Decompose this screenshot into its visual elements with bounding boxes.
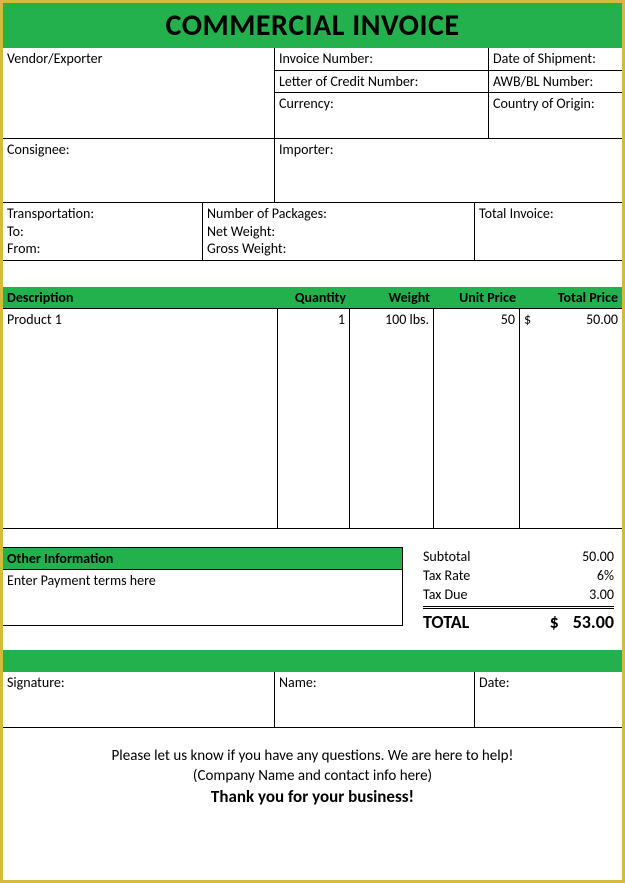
item-description: Product 1 — [3, 309, 278, 529]
invoice-number-cell: Invoice Number: — [275, 48, 489, 71]
shipping-row: Transportation: To: From: Number of Pack… — [3, 203, 622, 261]
consignee-importer-row: Consignee: Importer: — [3, 139, 622, 203]
col-quantity: Quantity — [278, 287, 350, 308]
item-unit-price: 50 — [434, 309, 520, 529]
name-cell: Name: — [275, 672, 475, 728]
footer-line1: Please let us know if you have any quest… — [3, 746, 622, 766]
other-information-box: Other Information Enter Payment terms he… — [3, 547, 403, 634]
date-of-shipment-cell: Date of Shipment: — [489, 48, 622, 71]
header-grid: Vendor/Exporter Invoice Number: Date of … — [3, 48, 622, 139]
signature-cell: Signature: — [3, 672, 275, 728]
items-body: Product 1 1 100 lbs. 50 $ 50.00 — [3, 309, 622, 529]
tax-rate-row: Tax Rate 6% — [423, 566, 614, 585]
letter-of-credit-cell: Letter of Credit Number: — [275, 71, 489, 94]
tax-rate-label: Tax Rate — [423, 567, 470, 584]
vendor-cell: Vendor/Exporter — [3, 48, 275, 139]
other-information-title: Other Information — [3, 547, 403, 570]
total-row: TOTAL $ 53.00 — [423, 606, 614, 634]
tax-due-label: Tax Due — [423, 586, 467, 603]
total-label: TOTAL — [423, 611, 469, 633]
invoice-page: COMMERCIAL INVOICE Vendor/Exporter Invoi… — [0, 0, 625, 883]
currency-cell: Currency: — [275, 93, 489, 139]
total-currency: $ — [550, 611, 559, 633]
subtotal-value: 50.00 — [582, 548, 614, 565]
net-weight-label: Net Weight: — [207, 223, 275, 240]
tax-rate-value: 6% — [597, 567, 614, 584]
col-weight: Weight — [350, 287, 434, 308]
page-title: COMMERCIAL INVOICE — [3, 3, 622, 48]
footer: Please let us know if you have any quest… — [3, 746, 622, 809]
item-total-price: $ 50.00 — [520, 309, 622, 529]
total-value: 53.00 — [573, 611, 614, 633]
tax-due-value: 3.00 — [589, 586, 614, 603]
items-header: Description Quantity Weight Unit Price T… — [3, 287, 622, 309]
total-invoice-cell: Total Invoice: — [475, 203, 622, 261]
subtotal-label: Subtotal — [423, 548, 470, 565]
date-cell: Date: — [475, 672, 622, 728]
col-total-price: Total Price — [520, 287, 622, 308]
separator-bar — [3, 650, 622, 672]
tax-due-row: Tax Due 3.00 — [423, 585, 614, 604]
other-information-body: Enter Payment terms here — [3, 570, 403, 626]
transportation-to-label: To: — [7, 223, 24, 240]
subtotal-row: Subtotal 50.00 — [423, 547, 614, 566]
consignee-cell: Consignee: — [3, 139, 275, 203]
totals-box: Subtotal 50.00 Tax Rate 6% Tax Due 3.00 … — [403, 547, 622, 634]
packages-label: Number of Packages: — [207, 205, 327, 222]
col-description: Description — [3, 287, 278, 308]
footer-thanks: Thank you for your business! — [3, 786, 622, 809]
transportation-from-label: From: — [7, 240, 40, 257]
transportation-label: Transportation: — [7, 205, 94, 222]
item-total-value: 50.00 — [586, 311, 618, 526]
item-total-currency: $ — [524, 311, 531, 526]
item-weight: 100 lbs. — [350, 309, 434, 529]
footer-line2: (Company Name and contact info here) — [3, 766, 622, 786]
transportation-cell: Transportation: To: From: — [3, 203, 203, 261]
gross-weight-label: Gross Weight: — [207, 240, 286, 257]
spacer — [3, 261, 622, 287]
lower-section: Other Information Enter Payment terms he… — [3, 547, 622, 634]
signature-row: Signature: Name: Date: — [3, 672, 622, 728]
item-quantity: 1 — [278, 309, 350, 529]
importer-cell: Importer: — [275, 139, 622, 203]
country-of-origin-cell: Country of Origin: — [489, 93, 622, 139]
col-unit-price: Unit Price — [434, 287, 520, 308]
packages-cell: Number of Packages: Net Weight: Gross We… — [203, 203, 475, 261]
awb-bl-cell: AWB/BL Number: — [489, 71, 622, 94]
